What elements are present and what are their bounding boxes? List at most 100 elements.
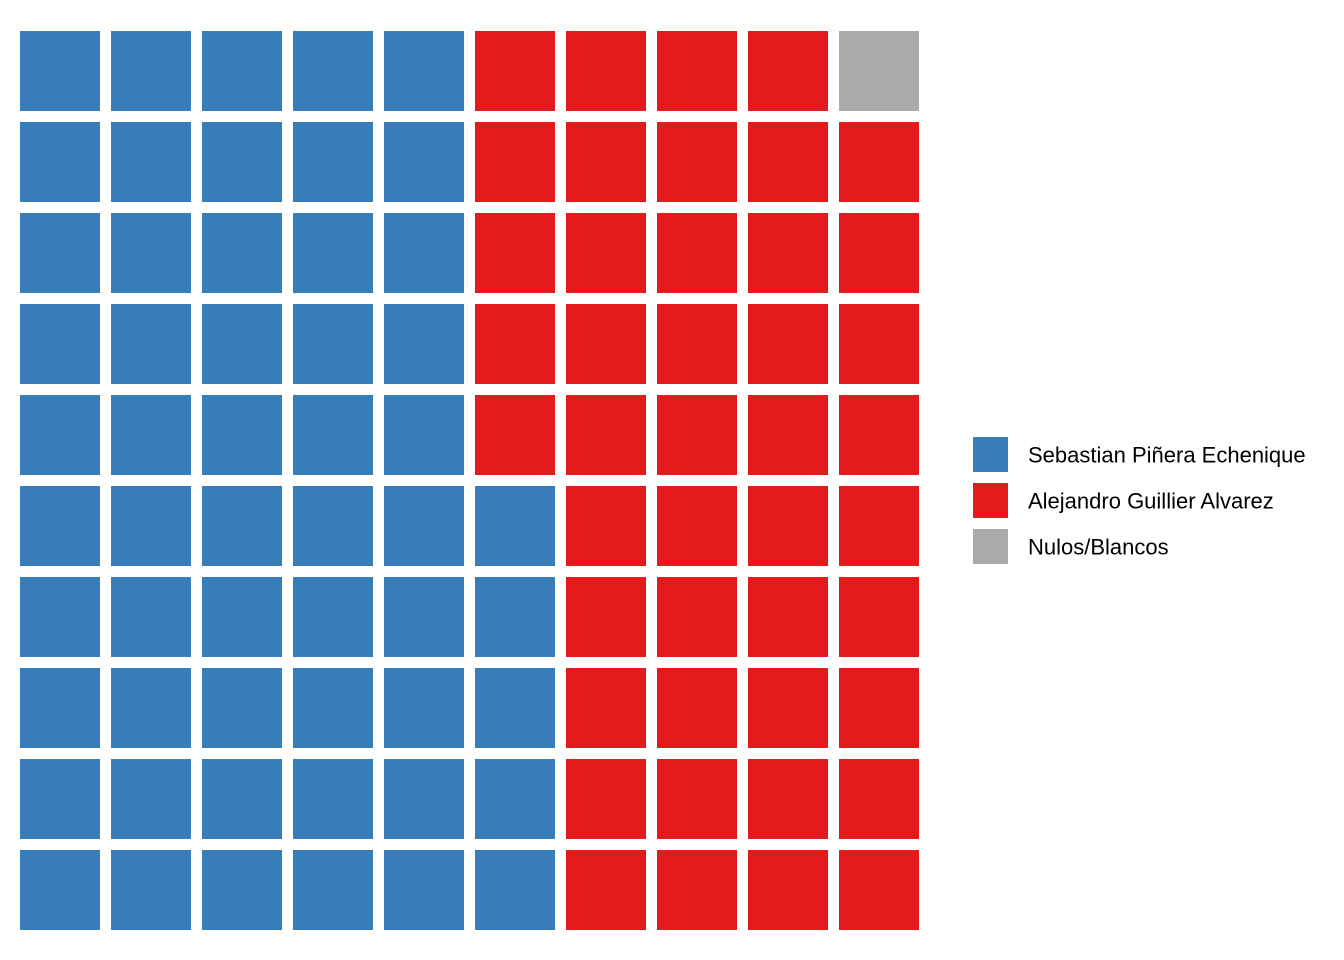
- waffle-cell: [475, 486, 555, 566]
- waffle-cell: [111, 486, 191, 566]
- waffle-cell: [384, 122, 464, 202]
- waffle-cell: [748, 850, 828, 930]
- legend-item: Alejandro Guillier Alvarez: [973, 483, 1274, 518]
- waffle-cell: [202, 668, 282, 748]
- waffle-cell: [475, 122, 555, 202]
- legend: Sebastian Piñera Echenique Alejandro Guil…: [973, 437, 1306, 564]
- waffle-cell: [748, 486, 828, 566]
- waffle-cell: [202, 850, 282, 930]
- waffle-cell: [202, 213, 282, 293]
- waffle-cell: [566, 31, 646, 111]
- waffle-cell: [111, 577, 191, 657]
- waffle-cell: [657, 122, 737, 202]
- waffle-cell: [839, 486, 919, 566]
- waffle-cell: [293, 577, 373, 657]
- waffle-cell: [839, 31, 919, 111]
- waffle-cell: [475, 31, 555, 111]
- waffle-cell: [293, 486, 373, 566]
- legend-swatch: [973, 437, 1008, 472]
- waffle-cell: [111, 122, 191, 202]
- legend-label: Sebastian Piñera Echenique: [1028, 443, 1306, 468]
- waffle-cell: [475, 577, 555, 657]
- waffle-cell: [384, 31, 464, 111]
- waffle-cell: [657, 759, 737, 839]
- waffle-cell: [20, 668, 100, 748]
- legend-swatch: [973, 483, 1008, 518]
- waffle-cell: [566, 486, 646, 566]
- waffle-cell: [202, 486, 282, 566]
- waffle-cell: [657, 577, 737, 657]
- waffle-cell: [475, 304, 555, 384]
- waffle-cell: [839, 122, 919, 202]
- waffle-cell: [111, 395, 191, 475]
- waffle-cell: [566, 850, 646, 930]
- waffle-cell: [657, 304, 737, 384]
- waffle-cell: [839, 213, 919, 293]
- waffle-cell: [475, 850, 555, 930]
- waffle-cell: [384, 577, 464, 657]
- waffle-cell: [657, 31, 737, 111]
- waffle-cell: [293, 850, 373, 930]
- waffle-cell: [111, 668, 191, 748]
- waffle-cell: [20, 304, 100, 384]
- legend-swatch: [973, 529, 1008, 564]
- waffle-cell: [202, 759, 282, 839]
- waffle-cell: [748, 31, 828, 111]
- waffle-cell: [20, 31, 100, 111]
- legend-item: Sebastian Piñera Echenique: [973, 437, 1306, 472]
- waffle-cell: [20, 759, 100, 839]
- legend-item: Nulos/Blancos: [973, 529, 1169, 564]
- waffle-cell: [293, 213, 373, 293]
- waffle-cell: [657, 850, 737, 930]
- waffle-cell: [748, 577, 828, 657]
- waffle-cell: [202, 304, 282, 384]
- waffle-cell: [839, 668, 919, 748]
- waffle-cell: [293, 759, 373, 839]
- waffle-cell: [111, 850, 191, 930]
- waffle-cell: [475, 395, 555, 475]
- waffle-cell: [20, 486, 100, 566]
- waffle-cell: [384, 395, 464, 475]
- waffle-cell: [566, 577, 646, 657]
- waffle-cell: [384, 850, 464, 930]
- waffle-cell: [748, 395, 828, 475]
- waffle-cell: [566, 304, 646, 384]
- waffle-cell: [748, 304, 828, 384]
- waffle-cell: [384, 304, 464, 384]
- waffle-cell: [111, 213, 191, 293]
- waffle-cell: [20, 395, 100, 475]
- waffle-cell: [748, 213, 828, 293]
- waffle-cell: [475, 759, 555, 839]
- waffle-cell: [839, 395, 919, 475]
- waffle-cell: [111, 304, 191, 384]
- waffle-cell: [384, 486, 464, 566]
- waffle-cell: [202, 395, 282, 475]
- waffle-cell: [20, 850, 100, 930]
- waffle-cell: [202, 122, 282, 202]
- waffle-cell: [384, 759, 464, 839]
- legend-label: Nulos/Blancos: [1028, 535, 1169, 560]
- waffle-cell: [293, 395, 373, 475]
- waffle-cell: [111, 759, 191, 839]
- waffle-cell: [202, 577, 282, 657]
- waffle-cell: [566, 122, 646, 202]
- waffle-cell: [111, 31, 191, 111]
- waffle-cell: [20, 577, 100, 657]
- waffle-cell: [566, 213, 646, 293]
- waffle-cell: [293, 668, 373, 748]
- waffle-cell: [475, 213, 555, 293]
- waffle-cell: [384, 213, 464, 293]
- waffle-cell: [748, 122, 828, 202]
- waffle-cell: [293, 304, 373, 384]
- waffle-cell: [566, 759, 646, 839]
- waffle-cell: [748, 668, 828, 748]
- waffle-cell: [657, 668, 737, 748]
- waffle-cell: [839, 850, 919, 930]
- waffle-cell: [748, 759, 828, 839]
- waffle-cell: [384, 668, 464, 748]
- waffle-cell: [566, 668, 646, 748]
- waffle-cell: [293, 31, 373, 111]
- waffle-cell: [293, 122, 373, 202]
- waffle-cell: [202, 31, 282, 111]
